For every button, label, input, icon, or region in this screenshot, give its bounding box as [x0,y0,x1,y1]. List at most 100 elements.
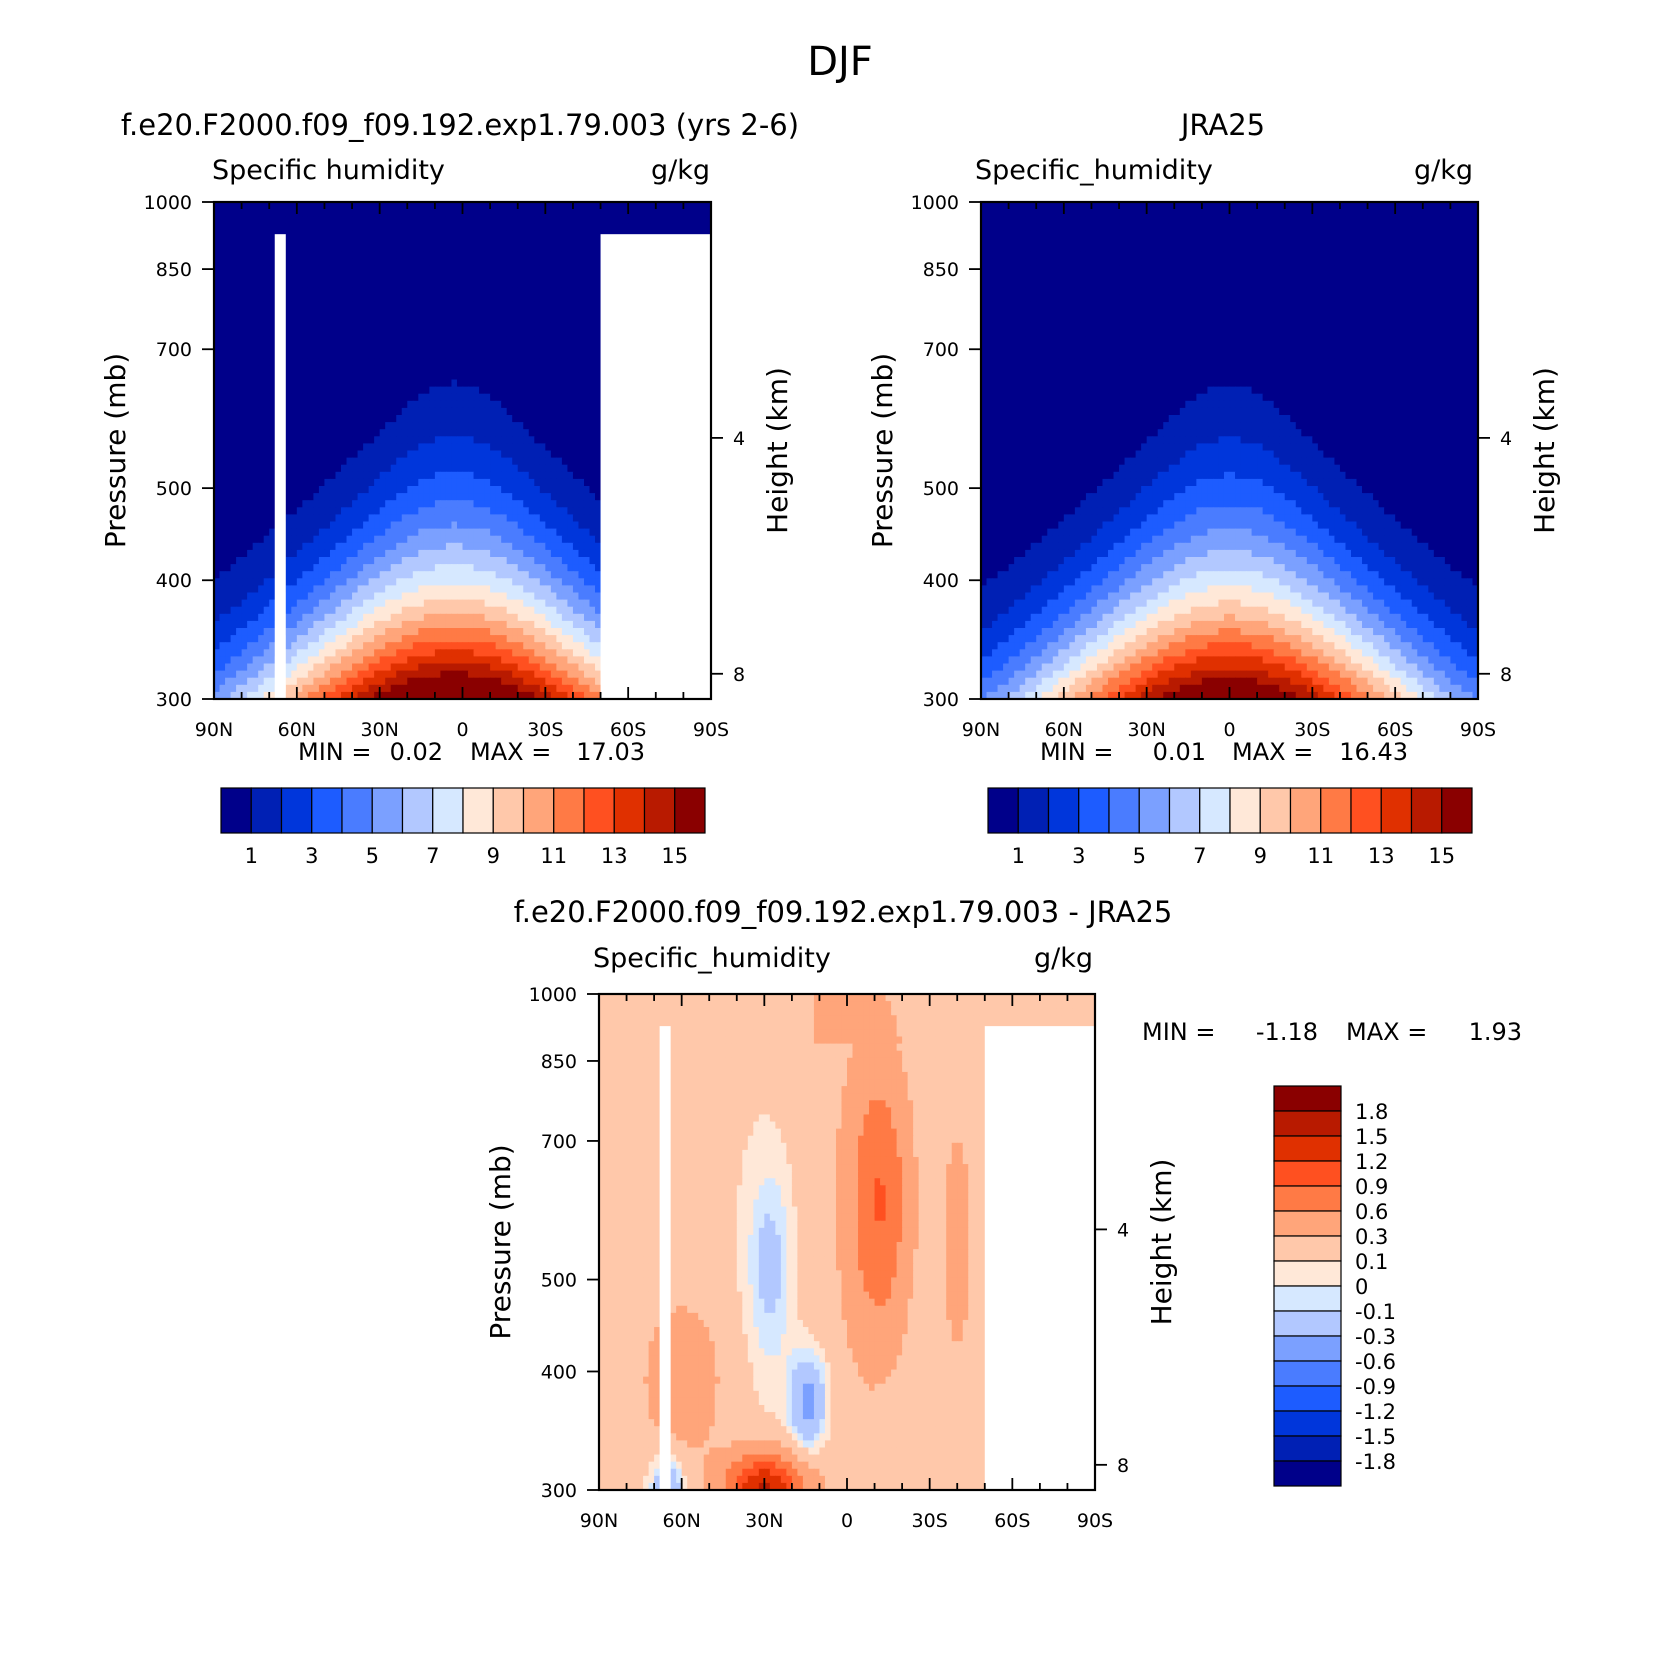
field-cell [534,372,541,381]
field-cell [468,258,475,267]
field-cell [456,507,464,515]
field-cell [291,571,298,579]
field-cell [451,280,458,288]
field-cell [550,542,557,551]
field-cell [666,223,673,231]
field-cell [550,464,557,473]
field-cell [539,344,546,352]
field-cell [412,471,419,480]
field-cell [291,393,298,402]
field-cell [451,251,458,260]
field-cell [241,571,248,579]
field-cell [258,358,265,366]
field-cell [490,280,497,288]
field-cell [214,393,221,402]
field-cell [346,273,353,281]
field-cell [589,280,596,288]
field-cell [506,379,513,388]
field-cell [501,585,508,594]
field-cell [479,280,486,288]
field-cell [352,322,359,331]
field-cell [429,415,436,423]
field-cell [501,265,508,274]
field-cell [550,564,557,572]
field-cell [396,244,403,253]
field-cell [285,237,292,246]
field-cell [423,202,430,210]
field-cell [258,315,265,324]
field-cell [490,486,497,494]
field-cell [545,216,552,224]
field-cell [302,358,309,366]
field-cell [291,273,298,281]
field-cell [534,329,541,338]
field-cell [440,493,447,501]
field-cell [318,457,326,466]
field-cell [379,287,386,295]
field-cell [214,280,221,288]
field-cell [534,202,541,210]
field-cell [318,429,326,437]
field-cell [456,301,464,310]
field-cell [440,486,447,494]
field-cell [490,443,497,452]
field-cell [423,287,430,295]
field-cell [318,493,326,501]
field-cell [285,287,292,295]
field-cell [241,478,248,487]
field-cell [528,393,535,402]
field-cell [418,230,425,239]
field-cell [633,223,640,231]
field-cell [523,450,530,459]
field-cell [534,365,541,373]
field-cell [396,329,403,338]
field-cell [512,521,519,530]
field-cell [252,386,259,395]
field-cell [473,209,480,217]
field-cell [285,450,292,459]
field-cell [296,294,303,302]
field-cell [550,478,557,487]
field-cell [501,294,508,302]
field-cell [363,393,370,402]
field-cell [628,202,635,210]
field-cell [407,443,414,452]
field-cell [296,209,303,217]
field-cell [473,351,480,359]
field-cell [578,407,585,416]
field-cell [368,301,375,310]
field-cell [572,301,580,310]
field-cell [396,443,403,452]
field-cell [528,429,535,437]
field-cell [313,557,320,565]
field-cell [567,351,574,359]
field-cell [335,592,342,601]
field-cell [523,329,530,338]
field-cell [258,237,265,246]
field-cell [335,294,342,302]
field-cell [352,422,359,430]
field-cell [578,542,585,551]
field-cell [285,429,292,437]
field-cell [440,301,447,310]
field-cell [225,365,232,373]
field-cell [567,237,574,246]
field-cell [352,464,359,473]
field-cell [468,457,475,466]
field-cell [291,230,298,239]
field-cell [578,528,585,537]
field-cell [230,542,237,551]
field-cell [517,336,524,345]
field-cell [335,372,342,381]
field-cell [214,464,221,473]
field-cell [423,280,430,288]
field-cell [479,230,486,239]
field-cell [329,514,337,523]
field-cell [379,322,386,331]
field-cell [318,500,326,508]
field-cell [296,287,303,295]
field-cell [352,478,359,487]
field-cell [307,301,314,310]
field-cell [346,294,353,302]
field-cell [252,365,259,373]
